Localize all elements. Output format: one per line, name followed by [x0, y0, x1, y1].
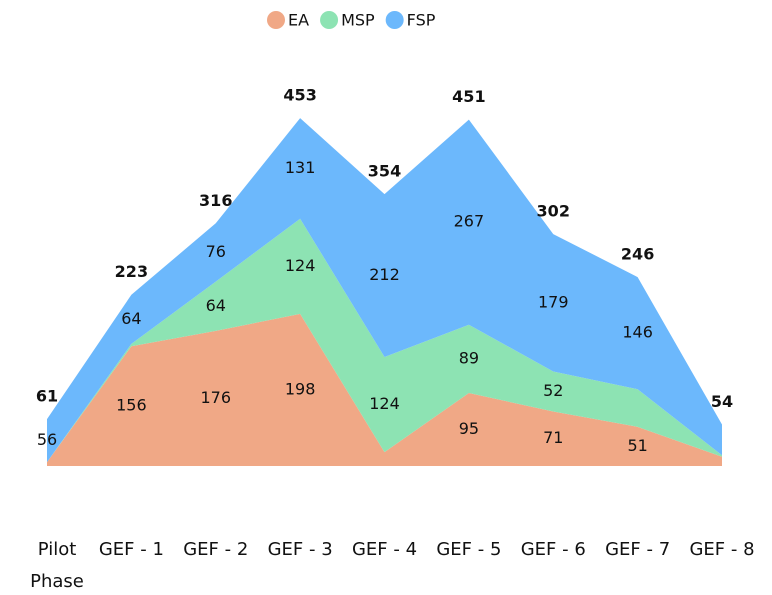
x-tick-label: GEF - 6	[520, 539, 586, 560]
x-tick-label: Pilot Phase	[30, 539, 84, 592]
value-label: 52	[543, 381, 563, 400]
x-tick-label: GEF - 1	[98, 539, 164, 560]
value-label: 76	[206, 242, 226, 261]
legend-label: EA	[288, 11, 309, 30]
x-tick-label: GEF - 7	[605, 539, 671, 560]
value-label: 212	[369, 265, 400, 284]
legend-label: MSP	[341, 11, 375, 30]
total-label: 453	[283, 86, 316, 105]
value-label: 51	[627, 436, 647, 455]
total-label: 302	[537, 202, 570, 221]
value-label: 176	[200, 388, 231, 407]
legend-swatch	[385, 11, 404, 29]
legend-label: FSP	[407, 11, 436, 30]
total-label: 246	[621, 245, 654, 264]
value-label: 124	[369, 394, 400, 413]
x-tick-label: GEF - 5	[436, 539, 502, 560]
x-tick-label: GEF - 2	[183, 539, 249, 560]
total-label: 451	[452, 87, 485, 106]
legend-swatch	[267, 11, 285, 29]
total-label: 223	[115, 262, 148, 281]
area	[47, 218, 722, 463]
total-label: 61	[36, 387, 58, 406]
value-label: 146	[622, 323, 653, 342]
value-label: 179	[538, 292, 569, 311]
value-label: 198	[285, 379, 316, 398]
plot: 156 176 198 95 71 51 64 124 124 89 52 56 64 76 131 212 2…	[36, 11, 733, 466]
value-label: 56	[37, 430, 57, 449]
value-label: 64	[121, 309, 141, 328]
value-label: 156	[116, 396, 147, 415]
area	[47, 118, 722, 463]
total-label: 316	[199, 191, 232, 210]
x-tick-label: GEF - 8	[689, 539, 755, 560]
value-label: 95	[459, 419, 479, 438]
value-label: 267	[454, 212, 485, 231]
value-label: 89	[459, 348, 479, 367]
x-tick-label: GEF - 3	[267, 539, 333, 560]
x-tick-label: GEF - 4	[351, 539, 418, 560]
area	[47, 313, 722, 466]
value-label: 71	[543, 428, 563, 447]
value-label: 64	[206, 296, 226, 315]
legend-swatch	[320, 11, 339, 29]
total-label: 54	[711, 392, 733, 411]
value-label: 131	[285, 158, 316, 177]
total-label: 354	[368, 162, 401, 181]
value-label: 124	[285, 256, 316, 275]
